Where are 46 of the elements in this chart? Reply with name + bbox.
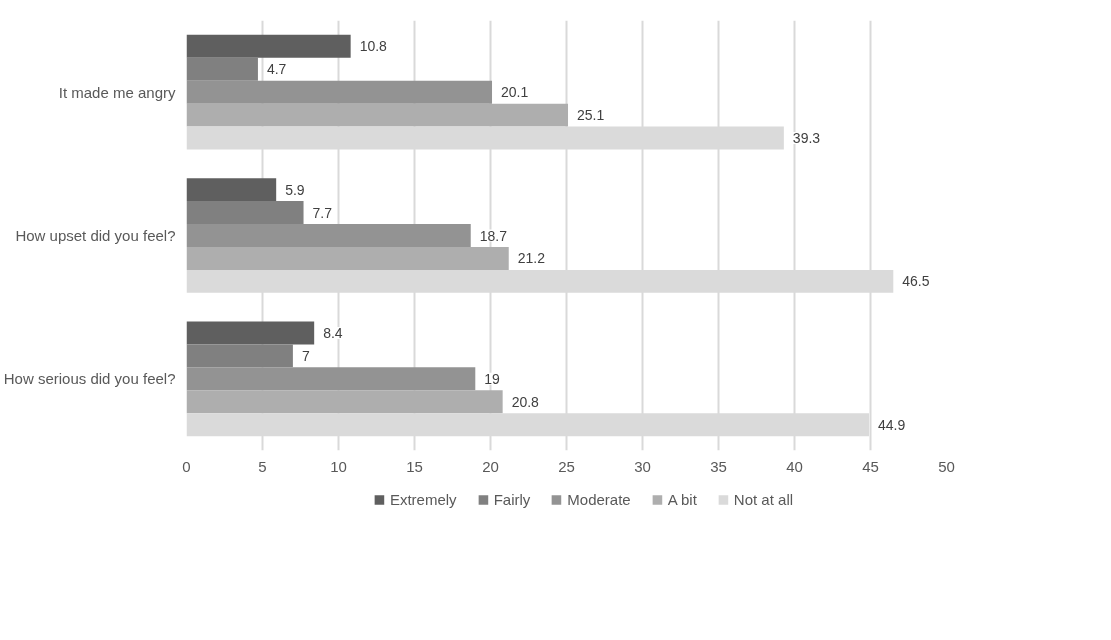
data-label: 10.8: [359, 38, 388, 55]
bar: [186, 344, 293, 368]
bar: [186, 367, 476, 391]
bar: [186, 80, 493, 104]
bar: [186, 178, 277, 202]
bar: [186, 201, 304, 225]
data-label: 18.7: [479, 227, 508, 244]
data-label: 4.7: [266, 61, 287, 78]
x-tick-label: 50: [938, 457, 955, 475]
x-tick-label: 30: [634, 457, 651, 475]
bar: [186, 57, 258, 81]
legend-label: Fairly: [493, 490, 531, 508]
x-tick-label: 20: [482, 457, 499, 475]
bar: [186, 246, 509, 270]
data-label: 20.1: [501, 84, 529, 101]
data-label: 44.9: [877, 416, 906, 433]
legend-label: Moderate: [567, 490, 631, 508]
bar: [186, 390, 503, 414]
legend-label: Extremely: [389, 490, 457, 508]
x-tick-label: 35: [710, 457, 727, 475]
x-tick-label: 5: [258, 457, 267, 475]
y-tick-label: It made me angry: [58, 83, 176, 101]
bar: [186, 224, 471, 247]
data-label: 8.4: [323, 324, 343, 341]
x-tick-label: 15: [406, 457, 423, 475]
bar: [186, 103, 569, 127]
data-label: 39.3: [792, 130, 821, 147]
data-label: 46.5: [902, 273, 930, 290]
data-label: 25.1: [577, 107, 605, 124]
x-tick-label: 10: [330, 457, 347, 475]
bar: [186, 321, 315, 345]
data-label: 19: [484, 370, 501, 387]
data-label: 21.2: [517, 250, 546, 267]
data-label: 5.9: [285, 181, 305, 198]
y-tick-label: How upset did you feel?: [15, 227, 176, 244]
data-label: 7.7: [312, 204, 333, 221]
x-tick-label: 0: [182, 457, 191, 475]
x-tick-label: 45: [862, 457, 879, 475]
data-label: 20.8: [511, 393, 540, 410]
data-label: 7: [301, 347, 310, 364]
legend-label: Not at all: [733, 490, 794, 508]
x-tick-label: 25: [558, 457, 575, 475]
legend-label: A bit: [667, 490, 697, 508]
x-tick-label: 40: [786, 457, 803, 475]
y-tick-label: How serious did you feel?: [3, 370, 176, 388]
bar: [186, 34, 351, 58]
